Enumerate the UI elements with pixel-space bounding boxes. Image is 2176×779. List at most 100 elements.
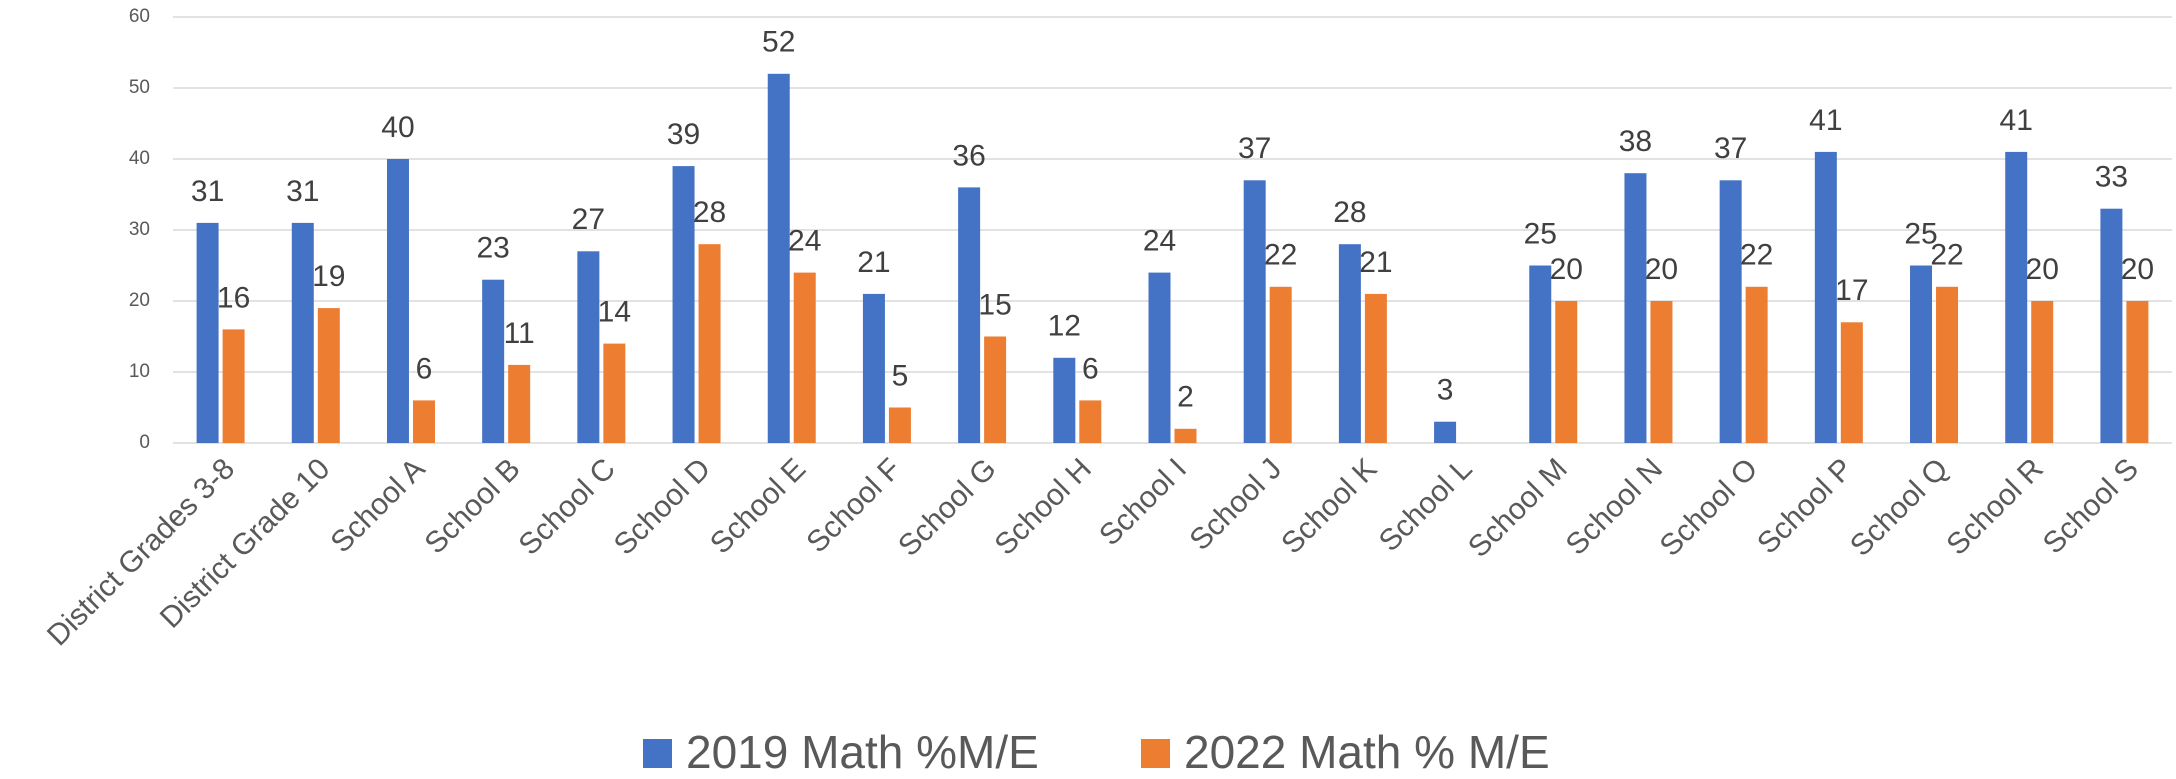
- bar: [767, 73, 790, 444]
- data-label: 27: [572, 203, 605, 236]
- bar: [1910, 265, 1933, 443]
- bar: [291, 222, 314, 443]
- bar: [1174, 428, 1197, 443]
- y-tick-label: 60: [129, 6, 150, 27]
- bar: [2126, 301, 2149, 443]
- y-tick-label: 30: [129, 219, 150, 240]
- bar: [508, 364, 531, 443]
- bar: [1650, 301, 1673, 443]
- x-tick-label: School O: [1654, 452, 1765, 563]
- data-label: 25: [1524, 217, 1557, 250]
- x-tick-label: School J: [1184, 452, 1289, 557]
- x-tick-label: School A: [324, 452, 431, 559]
- data-label: 22: [1740, 239, 1773, 272]
- x-tick-label: District Grades 3-8: [41, 452, 241, 652]
- legend-label: 2022 Math % M/E: [1184, 726, 1550, 778]
- bar: [793, 272, 816, 443]
- y-tick-label: 40: [129, 148, 150, 169]
- y-tick-label: 0: [139, 432, 150, 453]
- legend-label: 2019 Math %M/E: [686, 726, 1039, 778]
- x-tick-label: School I: [1093, 452, 1193, 552]
- data-label: 36: [952, 139, 985, 172]
- data-label: 21: [1359, 246, 1392, 279]
- bar: [2005, 151, 2028, 443]
- bar: [222, 329, 245, 443]
- x-tick-label: School K: [1275, 452, 1383, 560]
- x-tick-label: School H: [988, 452, 1097, 561]
- bar: [1079, 400, 1102, 443]
- data-label: 20: [1550, 253, 1583, 286]
- data-label: 6: [416, 352, 433, 385]
- bar: [958, 187, 981, 443]
- data-label: 37: [1714, 132, 1747, 165]
- bar: [1555, 301, 1578, 443]
- data-label: 20: [2121, 253, 2154, 286]
- data-label: 15: [978, 288, 1011, 321]
- data-label: 22: [1264, 239, 1297, 272]
- data-label: 37: [1238, 132, 1271, 165]
- bar: [482, 279, 505, 443]
- x-tick-label: School G: [892, 452, 1003, 563]
- x-tick-label: School D: [608, 452, 717, 561]
- legend-swatch: [1141, 739, 1170, 768]
- data-label: 21: [857, 246, 890, 279]
- data-label: 38: [1619, 125, 1652, 158]
- x-tick-label: School S: [2037, 452, 2145, 560]
- bar: [196, 222, 219, 443]
- bar: [1053, 357, 1076, 443]
- bar: [698, 244, 721, 443]
- data-label: 24: [788, 225, 821, 258]
- data-label: 12: [1048, 310, 1081, 343]
- data-label: 11: [504, 317, 535, 350]
- bar: [1269, 286, 1292, 443]
- bar: [2100, 208, 2123, 443]
- bar: [1364, 293, 1387, 443]
- x-tick-label: School Q: [1844, 452, 1955, 563]
- x-tick-label: School E: [704, 452, 812, 560]
- data-label: 41: [1809, 104, 1842, 137]
- bar: [1840, 322, 1863, 443]
- bar: [862, 293, 885, 443]
- bar: [317, 308, 340, 443]
- bar: [1624, 173, 1647, 443]
- data-label: 41: [2000, 104, 2033, 137]
- data-label: 40: [381, 111, 414, 144]
- bar: [672, 166, 695, 443]
- data-label: 22: [1930, 239, 1963, 272]
- bar: [1243, 180, 1266, 444]
- x-tick-label: School P: [1751, 452, 1859, 560]
- y-tick-label: 50: [129, 77, 150, 98]
- bar: [984, 336, 1007, 443]
- bar: [603, 343, 626, 443]
- data-label: 31: [286, 175, 319, 208]
- bar: [1434, 421, 1457, 443]
- bar: [1148, 272, 1171, 443]
- bar: [1719, 180, 1742, 444]
- data-label: 28: [693, 196, 726, 229]
- bar: [386, 159, 409, 443]
- data-label: 25: [1904, 217, 1937, 250]
- bar: [2031, 301, 2054, 443]
- x-tick-label: School C: [512, 452, 621, 561]
- data-label: 17: [1835, 274, 1868, 307]
- data-label: 14: [598, 296, 631, 329]
- data-label: 28: [1333, 196, 1366, 229]
- legend-swatch: [643, 739, 672, 768]
- data-label: 16: [217, 281, 250, 314]
- bar: [412, 400, 435, 443]
- x-tick-label: District Grade 10: [154, 452, 336, 634]
- x-tick-label: School F: [800, 452, 907, 559]
- bar: [1745, 286, 1768, 443]
- x-tick-label: School B: [418, 452, 526, 560]
- bar: [577, 251, 600, 443]
- data-label: 3: [1437, 374, 1454, 407]
- bar: [1338, 244, 1361, 443]
- x-tick-label: School R: [1940, 452, 2049, 561]
- x-tick-label: School N: [1560, 452, 1669, 561]
- data-label: 31: [191, 175, 224, 208]
- y-tick-label: 20: [129, 290, 150, 311]
- bar: [1814, 151, 1837, 443]
- bar: [1936, 286, 1959, 443]
- data-label: 20: [2026, 253, 2059, 286]
